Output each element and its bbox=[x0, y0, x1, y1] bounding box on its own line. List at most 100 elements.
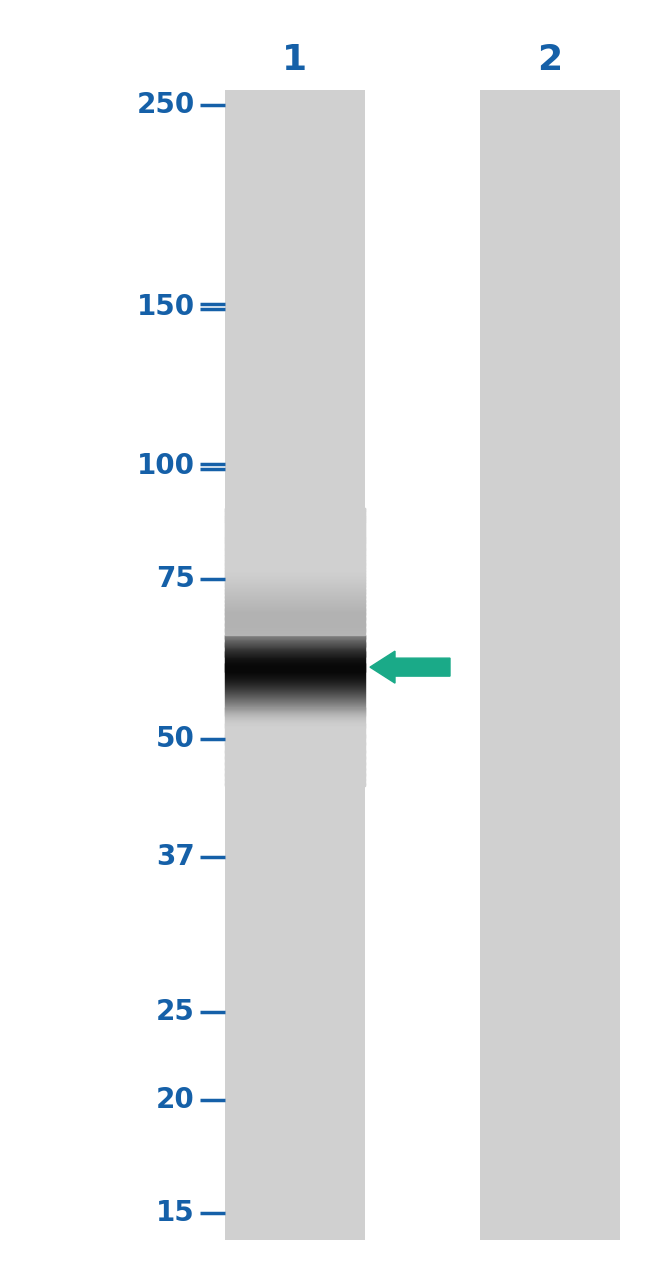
Bar bbox=[225, 640, 365, 643]
Bar bbox=[225, 724, 365, 725]
Bar bbox=[225, 715, 365, 716]
Bar bbox=[225, 664, 365, 665]
Bar bbox=[225, 696, 365, 697]
Bar bbox=[225, 765, 365, 766]
Bar bbox=[225, 716, 365, 718]
Bar bbox=[225, 607, 365, 608]
Bar bbox=[225, 674, 365, 676]
Text: 37: 37 bbox=[156, 843, 195, 871]
Bar bbox=[225, 640, 365, 641]
Bar bbox=[225, 683, 365, 685]
Bar bbox=[225, 620, 365, 621]
Bar bbox=[225, 669, 365, 671]
Bar bbox=[225, 739, 365, 742]
Bar bbox=[225, 663, 365, 664]
Bar bbox=[225, 644, 365, 645]
Text: 25: 25 bbox=[156, 998, 195, 1026]
Bar bbox=[225, 759, 365, 761]
Bar bbox=[225, 726, 365, 728]
Bar bbox=[225, 652, 365, 653]
Bar bbox=[225, 744, 365, 745]
Bar bbox=[225, 655, 365, 657]
Bar bbox=[225, 624, 365, 625]
Text: 100: 100 bbox=[137, 452, 195, 480]
Bar bbox=[225, 659, 365, 662]
Bar bbox=[225, 90, 365, 1240]
Bar bbox=[225, 707, 365, 709]
Bar bbox=[225, 589, 365, 591]
Bar bbox=[480, 90, 620, 1240]
Bar bbox=[225, 618, 365, 620]
Bar bbox=[225, 631, 365, 632]
Bar bbox=[225, 646, 365, 648]
Bar bbox=[225, 611, 365, 612]
Bar bbox=[225, 588, 365, 589]
Bar bbox=[225, 668, 365, 669]
Text: 150: 150 bbox=[137, 292, 195, 320]
Bar bbox=[225, 610, 365, 611]
Bar bbox=[225, 697, 365, 700]
Bar bbox=[225, 627, 365, 629]
Bar bbox=[225, 630, 365, 631]
Bar bbox=[225, 737, 365, 738]
Bar bbox=[225, 771, 365, 772]
Bar bbox=[225, 773, 365, 775]
Bar bbox=[225, 641, 365, 643]
Bar bbox=[225, 667, 365, 669]
Bar bbox=[225, 768, 365, 770]
Bar bbox=[225, 733, 365, 734]
Bar bbox=[225, 638, 365, 639]
Bar bbox=[225, 777, 365, 779]
Bar bbox=[225, 685, 365, 686]
Bar bbox=[225, 761, 365, 762]
Bar bbox=[225, 674, 365, 677]
Bar bbox=[225, 740, 365, 743]
Bar bbox=[225, 767, 365, 768]
Bar bbox=[225, 629, 365, 630]
Bar bbox=[225, 643, 365, 644]
Bar bbox=[225, 638, 365, 639]
Bar bbox=[225, 738, 365, 739]
Bar bbox=[225, 672, 365, 673]
Text: 15: 15 bbox=[156, 1199, 195, 1227]
Bar bbox=[225, 601, 365, 602]
Text: 20: 20 bbox=[156, 1086, 195, 1114]
Bar bbox=[225, 681, 365, 682]
Bar bbox=[225, 753, 365, 754]
Bar bbox=[225, 648, 365, 649]
Bar bbox=[225, 715, 365, 718]
Bar bbox=[225, 597, 365, 598]
Bar bbox=[225, 587, 365, 588]
Bar bbox=[225, 784, 365, 785]
Bar bbox=[225, 749, 365, 751]
Bar bbox=[225, 785, 365, 786]
FancyArrow shape bbox=[370, 652, 450, 683]
Bar bbox=[225, 743, 365, 744]
Bar bbox=[225, 695, 365, 696]
Bar bbox=[225, 719, 365, 720]
Bar bbox=[225, 594, 365, 596]
Bar bbox=[225, 671, 365, 672]
Bar bbox=[225, 758, 365, 761]
Bar bbox=[225, 702, 365, 704]
Bar bbox=[225, 662, 365, 663]
Bar bbox=[225, 679, 365, 681]
Bar bbox=[225, 603, 365, 605]
Bar bbox=[225, 757, 365, 759]
Bar bbox=[225, 616, 365, 617]
Bar bbox=[225, 598, 365, 599]
Bar bbox=[225, 701, 365, 702]
Bar bbox=[225, 657, 365, 658]
Bar bbox=[225, 725, 365, 726]
Bar bbox=[225, 625, 365, 626]
Bar bbox=[225, 645, 365, 646]
Bar bbox=[225, 702, 365, 705]
Bar bbox=[225, 772, 365, 773]
Bar bbox=[225, 697, 365, 698]
Bar bbox=[225, 721, 365, 723]
Bar bbox=[225, 678, 365, 679]
Text: 1: 1 bbox=[283, 43, 307, 77]
Bar bbox=[225, 718, 365, 719]
Bar bbox=[225, 754, 365, 757]
Bar bbox=[225, 776, 365, 777]
